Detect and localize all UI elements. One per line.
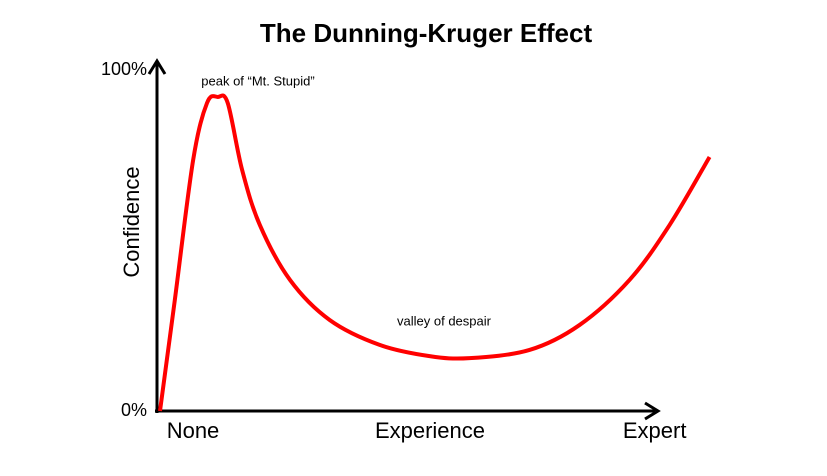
chart-title: The Dunning-Kruger Effect bbox=[260, 18, 593, 48]
annotation: peak of “Mt. Stupid” bbox=[201, 73, 314, 88]
annotation: valley of despair bbox=[397, 313, 492, 328]
x-axis-arrow bbox=[644, 401, 661, 421]
line bbox=[158, 93, 712, 412]
y-tick-label: 100% bbox=[101, 59, 147, 79]
x-tick-label: Expert bbox=[623, 418, 687, 443]
x-tick-label: None bbox=[167, 418, 220, 443]
y-axis-title: Confidence bbox=[119, 166, 144, 277]
x-axis-title: Experience bbox=[375, 418, 485, 443]
y-axis-arrow bbox=[147, 58, 167, 75]
y-tick-label: 0% bbox=[121, 400, 147, 420]
